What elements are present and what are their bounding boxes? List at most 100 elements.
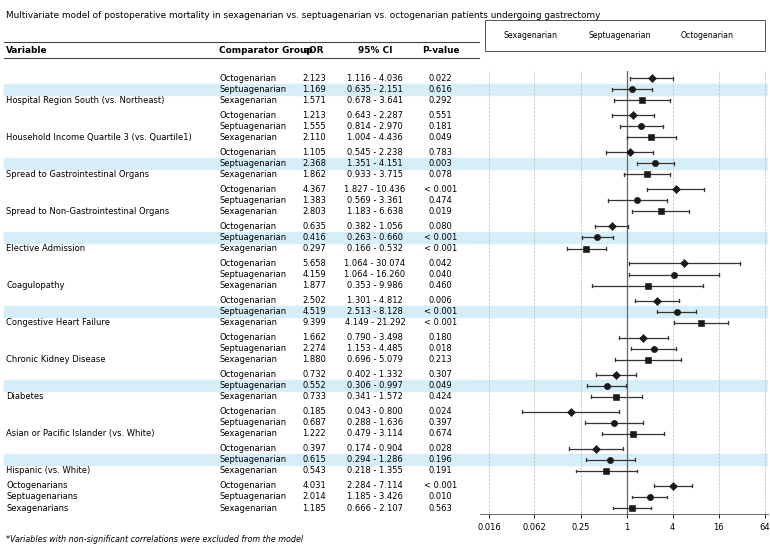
Text: 0.814 - 2.970: 0.814 - 2.970	[347, 122, 403, 131]
Text: 0.049: 0.049	[429, 133, 452, 142]
Text: Octogenarian: Octogenarian	[219, 259, 276, 268]
Text: 2.368: 2.368	[302, 159, 326, 168]
Text: 0.307: 0.307	[428, 370, 453, 379]
Text: 2.123: 2.123	[303, 74, 326, 83]
Text: 0.460: 0.460	[429, 281, 452, 290]
Text: 0.191: 0.191	[429, 466, 452, 475]
Text: 0.042: 0.042	[429, 259, 452, 268]
Text: 1.880: 1.880	[302, 355, 326, 364]
Text: 0.028: 0.028	[429, 444, 452, 453]
Text: 0.292: 0.292	[429, 96, 452, 105]
Text: 0.294 - 1.286: 0.294 - 1.286	[347, 455, 403, 464]
Text: Variable: Variable	[6, 46, 48, 55]
Text: Octogenarian: Octogenarian	[219, 370, 276, 379]
Bar	[480, 232, 768, 243]
Text: Sexagenarian: Sexagenarian	[219, 244, 277, 253]
Text: 0.174 - 0.904: 0.174 - 0.904	[347, 444, 403, 453]
Text: 1.301 - 4.812: 1.301 - 4.812	[347, 296, 403, 305]
Text: Sexagenarian: Sexagenarian	[219, 207, 277, 216]
Text: 0.474: 0.474	[429, 196, 452, 205]
Text: Septuagenarian: Septuagenarian	[219, 196, 286, 205]
Text: < 0.001: < 0.001	[424, 233, 457, 242]
Text: Septuagenarian: Septuagenarian	[219, 307, 286, 316]
Text: 0.024: 0.024	[429, 407, 452, 416]
Text: 1.116 - 4.036: 1.116 - 4.036	[347, 74, 403, 83]
Text: 0.018: 0.018	[429, 344, 452, 353]
Text: 0.643 - 2.287: 0.643 - 2.287	[347, 111, 403, 120]
Text: Octogenarian: Octogenarian	[219, 222, 276, 231]
Text: 4.519: 4.519	[303, 307, 326, 316]
Text: 0.040: 0.040	[429, 270, 452, 279]
Text: Sexagenarian: Sexagenarian	[219, 504, 277, 512]
Text: 0.416: 0.416	[303, 233, 326, 242]
Text: 0.049: 0.049	[429, 381, 452, 390]
Text: < 0.001: < 0.001	[424, 307, 457, 316]
Text: 0.616: 0.616	[428, 85, 453, 94]
Text: Septuagenarian: Septuagenarian	[219, 418, 286, 427]
Text: 0.043 - 0.800: 0.043 - 0.800	[347, 407, 403, 416]
Text: 0.545 - 2.238: 0.545 - 2.238	[347, 148, 403, 157]
Text: 0.080: 0.080	[429, 222, 452, 231]
Text: 0.687: 0.687	[302, 418, 326, 427]
Bar	[480, 84, 768, 95]
Text: Octogenarians: Octogenarians	[6, 481, 68, 490]
Text: Septuagenarian: Septuagenarian	[588, 31, 651, 40]
Bar	[480, 380, 768, 391]
Text: Coagulopathy: Coagulopathy	[6, 281, 65, 290]
Text: Octogenarian: Octogenarian	[219, 111, 276, 120]
Text: Comparator Group: Comparator Group	[219, 46, 313, 55]
Text: 0.424: 0.424	[429, 392, 452, 401]
Text: P-value: P-value	[422, 46, 459, 55]
Text: 1.827 - 10.436: 1.827 - 10.436	[344, 185, 406, 194]
Text: Octogenarian: Octogenarian	[219, 74, 276, 83]
Text: 0.022: 0.022	[429, 74, 452, 83]
Text: Sexagenarian: Sexagenarian	[219, 281, 277, 290]
Text: 0.674: 0.674	[428, 429, 453, 438]
Text: 1.185 - 3.426: 1.185 - 3.426	[347, 493, 403, 501]
Text: Septuagenarian: Septuagenarian	[219, 493, 286, 501]
Text: 0.635 - 2.151: 0.635 - 2.151	[347, 85, 403, 94]
Text: 4.149 - 21.292: 4.149 - 21.292	[345, 318, 405, 327]
Text: 0.733: 0.733	[302, 392, 326, 401]
Text: 4.367: 4.367	[302, 185, 326, 194]
Text: 1.213: 1.213	[303, 111, 326, 120]
Text: Sexagenarian: Sexagenarian	[219, 133, 277, 142]
Text: < 0.001: < 0.001	[424, 318, 457, 327]
Text: Diabetes: Diabetes	[6, 392, 44, 401]
Text: < 0.001: < 0.001	[424, 481, 457, 490]
Text: Octogenarian: Octogenarian	[219, 185, 276, 194]
Text: 0.353 - 9.986: 0.353 - 9.986	[347, 281, 403, 290]
Text: 0.543: 0.543	[303, 466, 326, 475]
Text: 95% CI: 95% CI	[358, 46, 392, 55]
Text: Septuagenarian: Septuagenarian	[219, 344, 286, 353]
Text: 0.006: 0.006	[429, 296, 452, 305]
Text: 0.402 - 1.332: 0.402 - 1.332	[347, 370, 403, 379]
Text: 1.183 - 6.638: 1.183 - 6.638	[346, 207, 403, 216]
Text: Asian or Pacific Islander (vs. White): Asian or Pacific Islander (vs. White)	[6, 429, 155, 438]
Text: Septuagenarian: Septuagenarian	[219, 85, 286, 94]
Text: Sexagenarians: Sexagenarians	[6, 504, 69, 512]
Text: Chronic Kidney Disease: Chronic Kidney Disease	[6, 355, 105, 364]
Text: 0.019: 0.019	[429, 207, 452, 216]
Text: 0.569 - 3.361: 0.569 - 3.361	[347, 196, 403, 205]
Text: Household Income Quartile 3 (vs. Quartile1): Household Income Quartile 3 (vs. Quartil…	[6, 133, 192, 142]
Text: Sexagenarian: Sexagenarian	[219, 318, 277, 327]
Text: < 0.001: < 0.001	[424, 244, 457, 253]
Text: 0.010: 0.010	[429, 493, 452, 501]
Text: 0.263 - 0.660: 0.263 - 0.660	[347, 233, 403, 242]
Text: 0.341 - 1.572: 0.341 - 1.572	[347, 392, 403, 401]
Text: 1.662: 1.662	[302, 333, 326, 342]
Text: 1.153 - 4.485: 1.153 - 4.485	[347, 344, 403, 353]
Text: Sexagenarian: Sexagenarian	[219, 96, 277, 105]
Text: Septuagenarian: Septuagenarian	[219, 159, 286, 168]
Text: 2.274: 2.274	[303, 344, 326, 353]
Text: 1.877: 1.877	[302, 281, 326, 290]
Text: 0.185: 0.185	[303, 407, 326, 416]
Text: Septuagenarian: Septuagenarian	[219, 122, 286, 131]
Text: 0.397: 0.397	[428, 418, 453, 427]
Text: Multivariate model of postoperative mortality in sexagenarian vs. septuagenarian: Multivariate model of postoperative mort…	[6, 11, 601, 20]
Text: 1.185: 1.185	[303, 504, 326, 512]
Text: 0.678 - 3.641: 0.678 - 3.641	[347, 96, 403, 105]
Text: 0.306 - 0.997: 0.306 - 0.997	[347, 381, 403, 390]
Text: Sexagenarian: Sexagenarian	[219, 170, 277, 179]
